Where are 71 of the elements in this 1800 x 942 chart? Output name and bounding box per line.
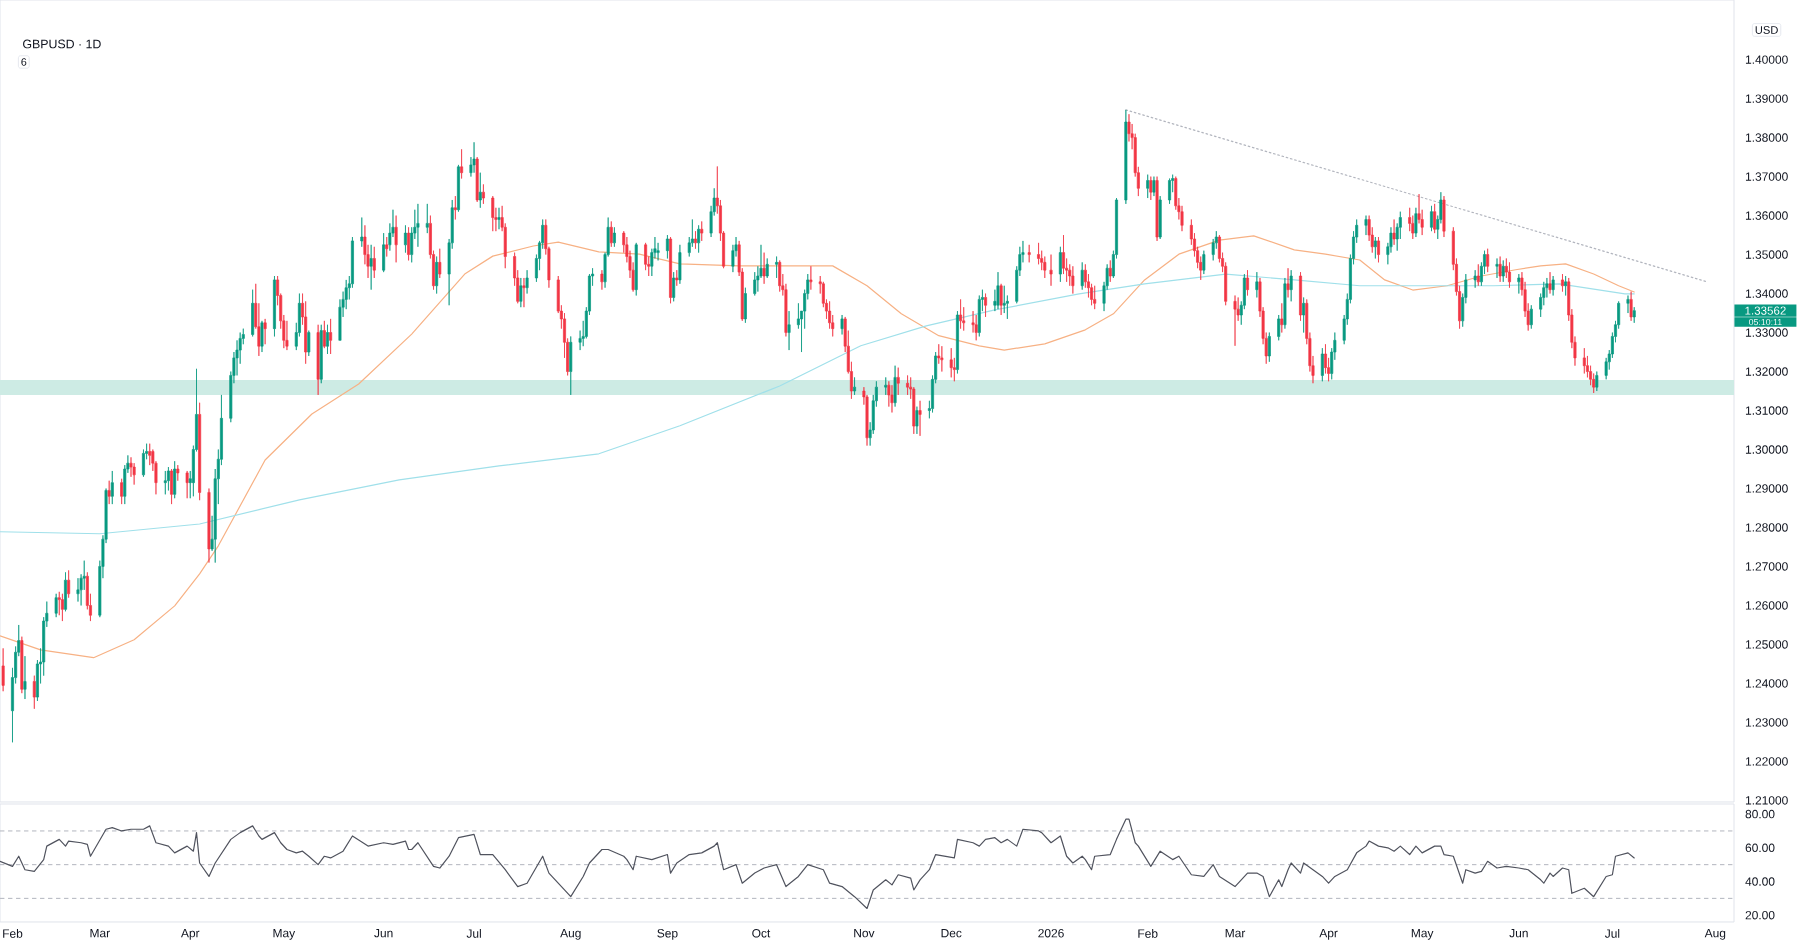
candlestick (984, 293, 988, 318)
candlestick (1604, 357, 1608, 380)
candlestick (1545, 277, 1549, 298)
candlestick (1595, 371, 1599, 392)
candlestick (394, 215, 398, 263)
candlestick (915, 406, 919, 435)
candlestick (198, 402, 202, 501)
candlestick (416, 203, 420, 248)
candlestick (1202, 250, 1206, 275)
candlestick (949, 347, 953, 378)
candlestick (235, 339, 239, 376)
candlestick (762, 252, 766, 285)
candlestick (285, 320, 289, 351)
candlestick (67, 570, 71, 599)
candlestick (497, 207, 501, 230)
candlestick (1364, 215, 1368, 236)
candlestick (460, 148, 464, 179)
candlestick (996, 271, 1000, 310)
candlestick (185, 470, 189, 499)
candlestick (207, 488, 211, 563)
candlestick (1414, 207, 1418, 238)
candlestick (1548, 271, 1552, 294)
candlestick (329, 318, 333, 355)
candlestick (1152, 176, 1156, 197)
candlestick (1027, 244, 1031, 263)
candlestick (1442, 195, 1446, 238)
candlestick (1320, 347, 1324, 382)
candlestick (260, 320, 264, 353)
candlestick (1629, 291, 1633, 322)
candlestick (23, 655, 27, 700)
candlestick (1071, 265, 1075, 294)
candlestick (163, 470, 167, 495)
candlestick (425, 203, 429, 234)
candlestick (665, 234, 669, 259)
candlestick (522, 277, 526, 308)
candlestick (1049, 254, 1053, 287)
candlestick (1286, 267, 1290, 298)
candlestick (1, 648, 5, 692)
candlestick (307, 330, 311, 357)
candlestick (731, 244, 735, 273)
candlestick (962, 306, 966, 331)
candlestick (700, 221, 704, 242)
candlestick (865, 394, 869, 446)
candlestick (129, 456, 133, 478)
candlestick (1486, 248, 1490, 273)
candlestick (1582, 347, 1586, 374)
candlestick (1180, 205, 1184, 232)
candlestick (809, 265, 813, 291)
candlestick (1155, 176, 1159, 242)
candlestick (1093, 285, 1097, 310)
candlestick (1043, 256, 1047, 279)
candlestick (1473, 269, 1477, 289)
candlestick (472, 141, 476, 174)
candlestick (890, 384, 894, 413)
candlestick (787, 310, 791, 351)
candlestick (940, 345, 944, 372)
candlestick (54, 593, 58, 618)
candlestick (971, 310, 975, 333)
candlestick (853, 377, 857, 396)
candlestick (569, 336, 573, 396)
candlestick (1058, 246, 1062, 283)
candlestick (1211, 238, 1215, 261)
candlestick (1080, 262, 1084, 291)
candlestick (840, 314, 844, 335)
candlestick (600, 269, 604, 291)
candlestick (32, 675, 36, 710)
candlestick (1392, 219, 1396, 246)
candlestick (893, 365, 897, 407)
candlestick (1233, 295, 1237, 347)
candlestick (1495, 258, 1499, 279)
candlestick (316, 324, 320, 396)
